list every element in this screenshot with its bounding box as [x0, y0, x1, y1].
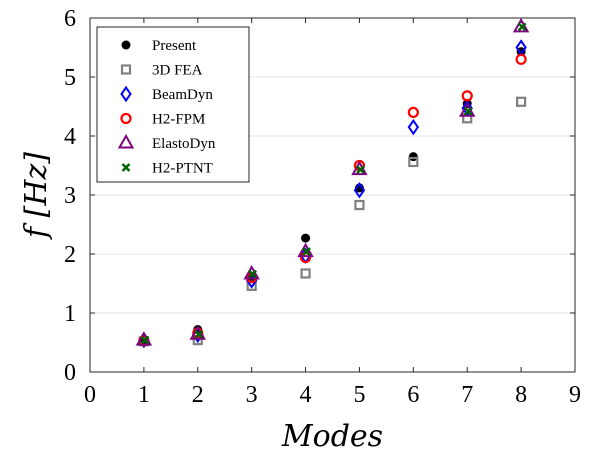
axis-ticks: 0 1 2 3 4 5 6 7 8 9 0 1 2 3 4 5 6 [64, 6, 581, 408]
legend-marker [120, 64, 132, 75]
x-axis-label: Modes [281, 419, 383, 454]
y-tick-label: 3 [64, 183, 76, 209]
data-point [407, 118, 420, 136]
x-tick-label: 3 [246, 382, 258, 408]
legend-label: H2-PTNT [152, 161, 213, 177]
legend-label: BeamDyn [152, 87, 213, 103]
legend-marker [117, 133, 135, 149]
data-point [354, 199, 365, 211]
y-axis-label: f [Hz] [19, 152, 54, 240]
legend-marker [121, 40, 131, 50]
y-tick-label: 2 [64, 242, 76, 268]
x-tick-label: 4 [300, 382, 312, 408]
y-tick-label: 6 [64, 6, 76, 32]
legend: Present 3D FEA BeamDyn H2-FPM ElastoDyn H2-PT… [96, 26, 250, 183]
data-point [140, 335, 150, 345]
data-point [407, 106, 419, 119]
data-point [301, 233, 311, 243]
x-tick-label: 2 [192, 382, 204, 408]
data-point [353, 182, 366, 199]
x-tick-label: 7 [461, 382, 473, 408]
x-tick-label: 1 [138, 382, 150, 408]
data-markers [135, 17, 530, 349]
x-tick-label: 9 [569, 382, 581, 408]
legend-marker [121, 163, 131, 172]
legend-label: ElastoDyn [152, 136, 216, 152]
y-tick-label: 1 [64, 301, 76, 327]
data-point [302, 247, 311, 256]
x-tick-label: 6 [407, 382, 419, 408]
x-tick-label: 0 [84, 382, 96, 408]
data-point [516, 96, 527, 107]
data-point [517, 22, 527, 32]
data-point [461, 90, 473, 102]
data-point [408, 156, 419, 168]
series-h2-ptnt [140, 22, 527, 345]
legend-marker [120, 85, 132, 103]
legend-box [96, 26, 250, 183]
legend-label: 3D FEA [152, 63, 203, 79]
data-point [356, 165, 365, 174]
x-tick-label: 8 [515, 382, 527, 408]
y-tick-label: 5 [64, 65, 76, 91]
y-tick-label: 0 [64, 360, 76, 386]
legend-marker [120, 112, 132, 125]
y-tick-label: 4 [64, 124, 76, 150]
data-point [194, 329, 204, 339]
x-tick-label: 5 [353, 382, 365, 408]
data-point [463, 106, 473, 116]
data-point [248, 269, 258, 279]
data-point [300, 268, 311, 279]
legend-label: H2-FPM [152, 112, 205, 128]
data-point [515, 53, 527, 65]
legend-label: Present [152, 38, 197, 54]
